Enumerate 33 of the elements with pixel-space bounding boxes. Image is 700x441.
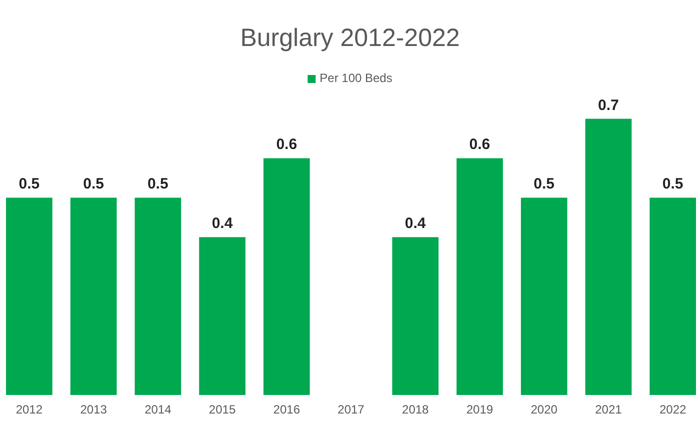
data-label: 0.5 — [83, 176, 104, 193]
bar — [263, 158, 310, 395]
chart-title: Burglary 2012-2022 — [240, 24, 460, 52]
x-tick-label: 2019 — [466, 402, 494, 417]
x-tick-label: 2022 — [659, 402, 686, 417]
x-tick-label: 2012 — [16, 402, 43, 417]
data-label: 0.4 — [212, 215, 234, 232]
bar — [392, 237, 439, 395]
x-tick-label: 2018 — [402, 402, 430, 417]
x-tick-label: 2015 — [208, 402, 236, 417]
x-tick-label: 2013 — [80, 402, 108, 417]
x-tick-label: 2014 — [144, 402, 172, 417]
bar — [6, 198, 52, 395]
data-label: 0.6 — [276, 136, 298, 154]
data-label: 0.5 — [662, 176, 684, 193]
x-tick-label: 2021 — [595, 402, 622, 417]
bar — [585, 118, 632, 395]
data-label: 0.6 — [469, 136, 490, 154]
bar — [456, 158, 503, 395]
x-tick-label: 2016 — [273, 402, 300, 417]
data-label: 0.5 — [18, 176, 40, 193]
data-label: 0.7 — [598, 96, 619, 114]
bar — [199, 237, 246, 395]
data-label: 0.4 — [404, 215, 426, 232]
bar — [520, 198, 568, 395]
legend-label: Per 100 Beds — [320, 71, 392, 85]
bar — [70, 198, 117, 395]
bar — [134, 198, 182, 395]
data-label: 0.5 — [534, 176, 555, 193]
x-tick-label: 2017 — [338, 402, 365, 417]
data-label: 0.5 — [147, 176, 168, 193]
x-tick-label: 2020 — [530, 402, 558, 417]
bar — [650, 198, 696, 395]
